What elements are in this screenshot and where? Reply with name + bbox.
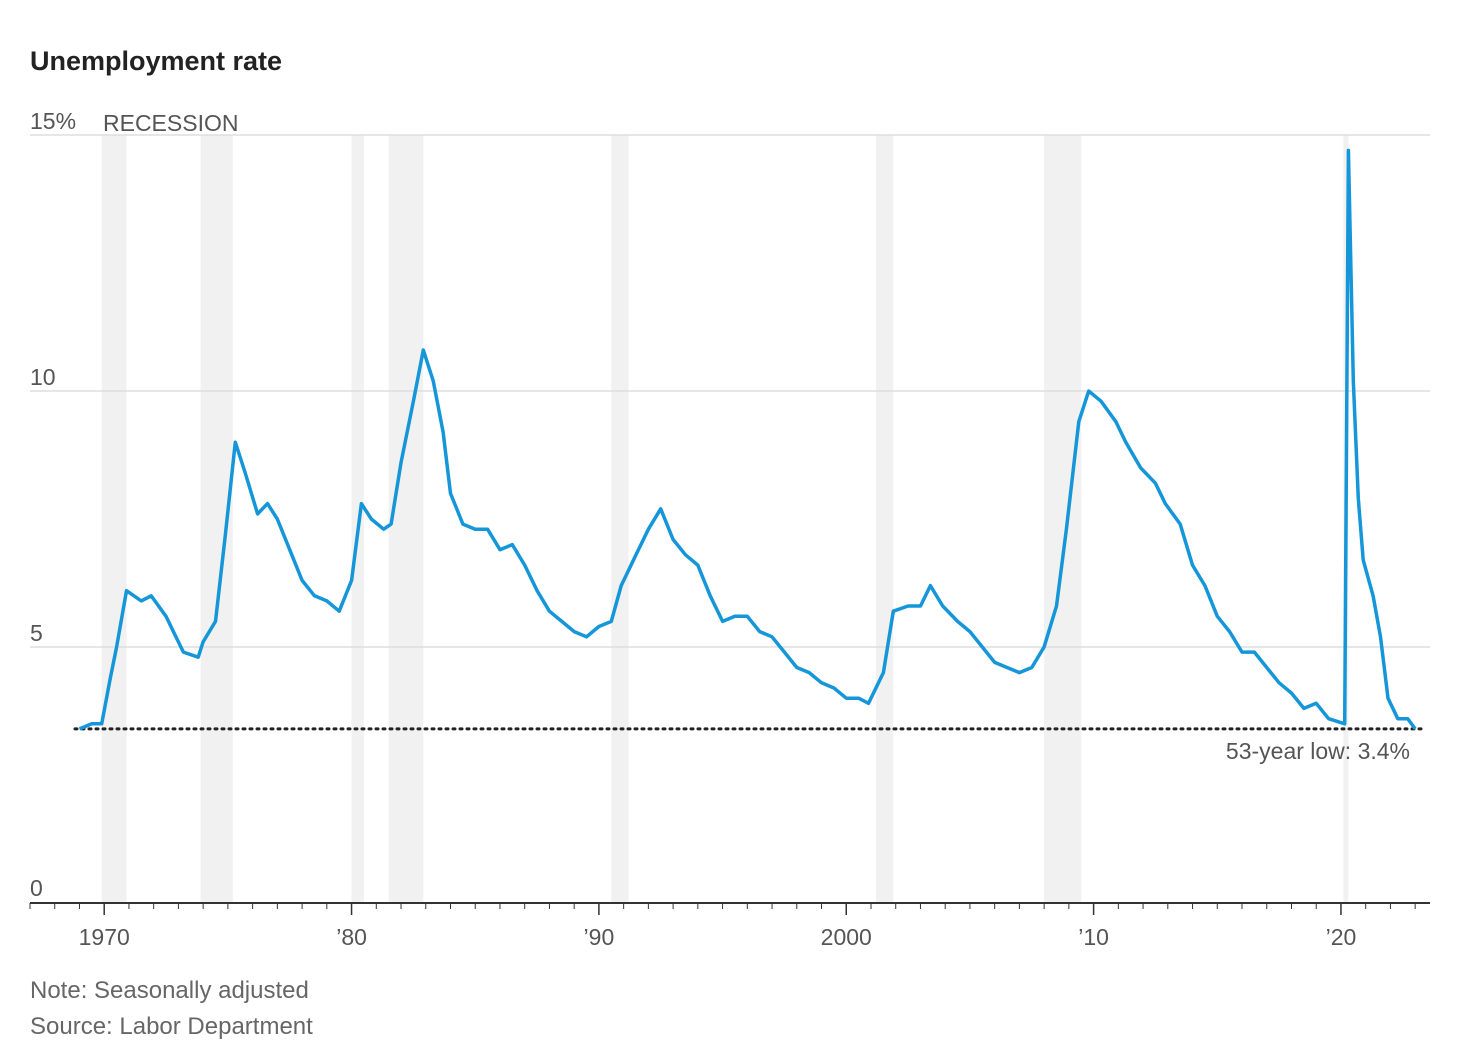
annotation: 53-year low: 3.4%: [1226, 738, 1410, 764]
legend-label: RECESSION: [103, 110, 238, 136]
recession-band: [388, 135, 424, 903]
plot: 0 5 10 15% 1970 ’80 ’90 2000 ’10 ’20 53-year low: …: [29, 108, 1430, 950]
recession-band: [875, 135, 894, 903]
x-tick-label: ’80: [336, 924, 367, 950]
recession-band: [1044, 135, 1082, 903]
x-tick-label: 2000: [821, 924, 872, 950]
y-tick-label: 5: [30, 620, 43, 646]
note: Note: Seasonally adjusted: [30, 977, 309, 1004]
x-tick-label: 1970: [79, 924, 130, 950]
x-tick-label: ’90: [584, 924, 615, 950]
y-tick-label: 10: [30, 364, 56, 390]
y-tick-label: 0: [30, 875, 43, 901]
x-tick-label: ’20: [1326, 924, 1357, 950]
source: Source: Labor Department: [30, 1013, 313, 1040]
recession-band: [611, 135, 629, 903]
chart-title: Unemployment rate: [30, 46, 282, 76]
data-line: [78, 148, 1417, 731]
x-tick-label: ’10: [1078, 924, 1109, 950]
y-tick-label: 15%: [30, 108, 76, 134]
recession-band: [101, 135, 127, 903]
